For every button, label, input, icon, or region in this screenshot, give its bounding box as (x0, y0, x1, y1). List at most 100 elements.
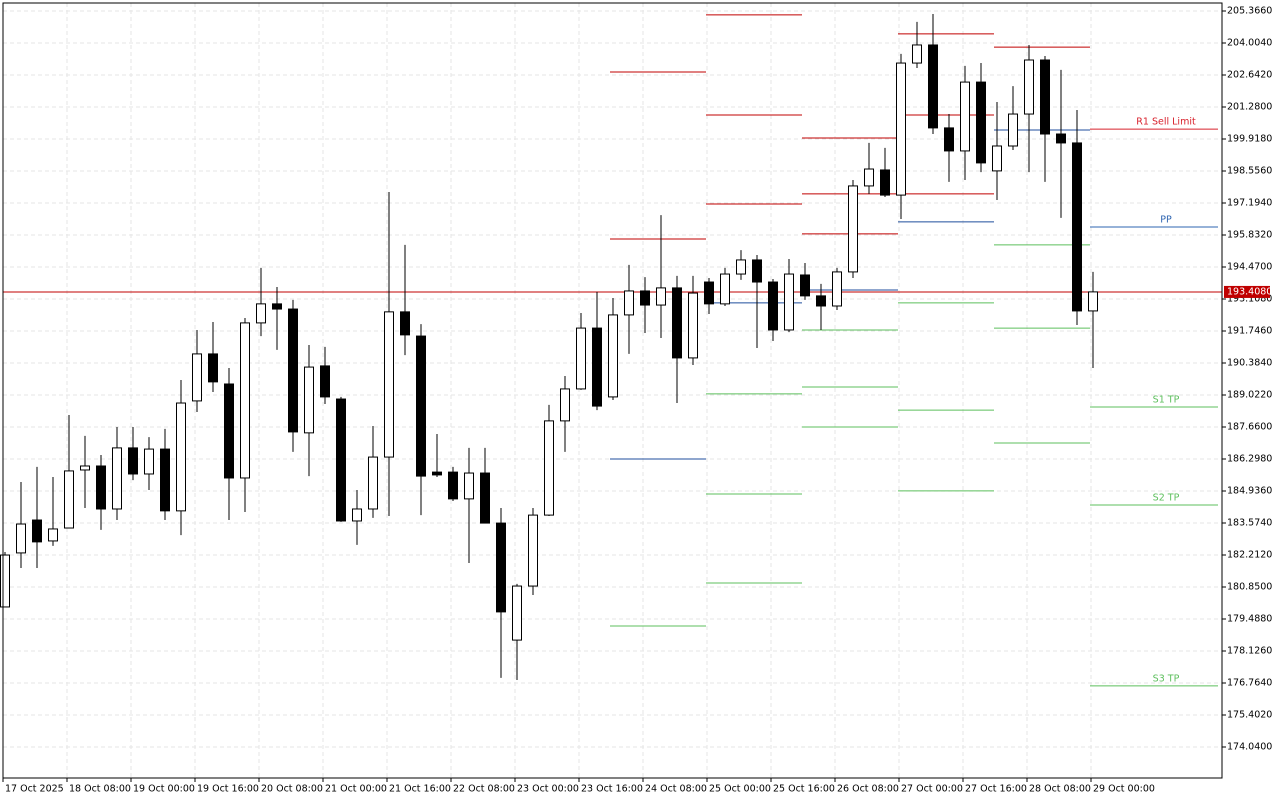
candle-body (128, 447, 138, 475)
candle-body (672, 287, 682, 359)
y-tick-label: 189.0220 (1227, 389, 1272, 400)
x-tick-label: 19 Oct 16:00 (197, 784, 259, 795)
candle-body (256, 303, 266, 324)
y-tick-label: 174.0400 (1227, 741, 1272, 752)
candle-body (384, 311, 394, 458)
y-tick-label: 195.8320 (1227, 229, 1272, 240)
plot-frame (2, 2, 1223, 779)
candle-body (848, 185, 858, 273)
x-tick-label: 19 Oct 00:00 (133, 784, 195, 795)
candle-body (176, 402, 186, 512)
candle-body (80, 465, 90, 471)
y-tick-label: 205.3660 (1227, 5, 1272, 16)
candle-body (752, 259, 762, 283)
x-tick-label: 28 Oct 08:00 (1029, 784, 1091, 795)
candle-body (912, 44, 922, 64)
y-tick-label: 193.1080 (1227, 293, 1272, 304)
candle-body (64, 470, 74, 529)
candle-body (448, 471, 458, 500)
annotation-label: S1 TP (1153, 395, 1180, 406)
axes-layer: 205.3660 204.0040 202.6420 201.2800 199.9180… (2, 5, 1272, 795)
candle-body (464, 472, 474, 500)
y-tick-label: 187.6600 (1227, 421, 1272, 432)
candle-body (736, 259, 746, 275)
x-tick-label: 25 Oct 16:00 (773, 784, 835, 795)
y-tick-label: 190.3840 (1227, 357, 1272, 368)
y-tick-label: 204.0040 (1227, 37, 1272, 48)
candle-body (288, 308, 298, 433)
y-tick-label: 201.2800 (1227, 101, 1272, 112)
candle-body (816, 295, 826, 307)
candle-body (112, 447, 122, 510)
candle-body (96, 465, 106, 510)
candle-body (560, 388, 570, 422)
candle-body (368, 456, 378, 510)
candle-body (352, 508, 362, 522)
candle-body (240, 322, 250, 479)
x-tick-label: 22 Oct 08:00 (453, 784, 515, 795)
candle-body (688, 292, 698, 359)
candle-body (1008, 113, 1018, 147)
annotation-label: S2 TP (1153, 492, 1180, 503)
candle-body (928, 44, 938, 129)
x-tick-label: 26 Oct 08:00 (837, 784, 899, 795)
candle-body (960, 81, 970, 152)
candle-body (496, 522, 506, 613)
candle-body (944, 127, 954, 152)
candle-body (592, 327, 602, 407)
candle-body (0, 554, 10, 608)
candle-body (704, 281, 714, 305)
candle-body (320, 365, 330, 398)
candle-body (880, 169, 890, 196)
candle-body (208, 353, 218, 383)
candle-body (720, 273, 730, 305)
candle-body (864, 168, 874, 187)
candles-layer (0, 13, 1098, 681)
candle-body (1088, 291, 1098, 312)
y-tick-label: 175.4020 (1227, 709, 1272, 720)
annotation-label: R1 Sell Limit (1136, 117, 1196, 128)
candle-body (272, 303, 282, 310)
y-tick-label: 183.5740 (1227, 517, 1272, 528)
y-tick-label: 202.6420 (1227, 69, 1272, 80)
candle-body (480, 472, 490, 524)
candle-body (192, 353, 202, 402)
candle-body (656, 287, 666, 306)
candle-body (992, 145, 1002, 172)
candle-body (800, 274, 810, 297)
y-tick-label: 197.1940 (1227, 197, 1272, 208)
current-price-label: 193.4080 (1227, 286, 1272, 297)
candle-body (576, 327, 586, 390)
candle-body (32, 519, 42, 543)
candle-body (784, 273, 794, 331)
annotation-label: S3 TP (1153, 673, 1180, 684)
x-tick-label: 23 Oct 16:00 (581, 784, 643, 795)
candle-body (160, 448, 170, 512)
x-tick-label: 23 Oct 00:00 (517, 784, 579, 795)
x-tick-label: 29 Oct 00:00 (1093, 784, 1155, 795)
x-tick-label: 21 Oct 00:00 (325, 784, 387, 795)
x-tick-label: 27 Oct 00:00 (901, 784, 963, 795)
candle-body (144, 448, 154, 475)
x-tick-label: 18 Oct 08:00 (69, 784, 131, 795)
y-tick-label: 180.8500 (1227, 581, 1272, 592)
y-tick-label: 199.9180 (1227, 133, 1272, 144)
y-tick-label: 176.7640 (1227, 677, 1272, 688)
candle-body (1056, 133, 1066, 144)
candle-body (1024, 59, 1034, 115)
candle-body (976, 81, 986, 164)
candle-body (544, 420, 554, 516)
x-tick-label: 21 Oct 16:00 (389, 784, 451, 795)
y-tick-label: 194.4700 (1227, 261, 1272, 272)
candle-body (608, 314, 618, 398)
candle-body (1072, 142, 1082, 312)
y-tick-label: 184.9360 (1227, 485, 1272, 496)
candle-body (896, 62, 906, 196)
annotation-label: PP (1160, 215, 1172, 226)
candle-body (512, 585, 522, 641)
candle-body (336, 398, 346, 522)
candle-body (16, 523, 26, 554)
y-tick-label: 178.1260 (1227, 645, 1272, 656)
